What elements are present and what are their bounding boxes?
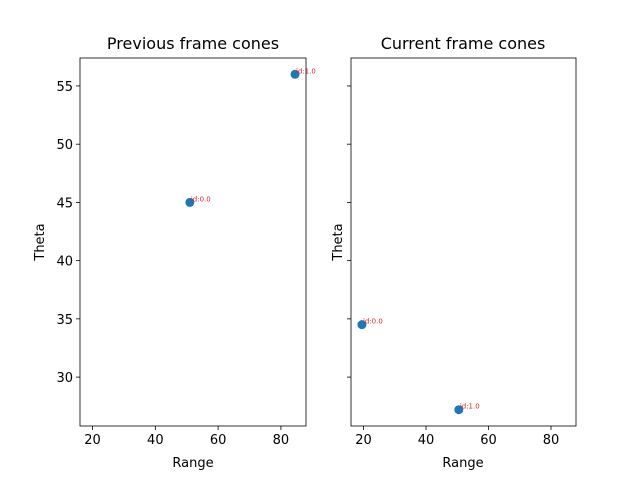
y-axis-label: Theta: [331, 223, 346, 261]
x-axis-label: Range: [442, 456, 483, 471]
x-tick-label: 80: [543, 433, 560, 448]
y-tick-label: 30: [56, 371, 73, 386]
plot-area-frame: [350, 57, 577, 427]
x-tick-label: 60: [480, 433, 497, 448]
x-tick-label: 40: [418, 433, 435, 448]
x-tick-label: 80: [273, 433, 290, 448]
scatter-point: [290, 69, 300, 79]
subplot-title: Current frame cones: [381, 34, 546, 53]
y-tick-label: 35: [56, 313, 73, 328]
y-tick-label: 40: [56, 255, 73, 270]
subplot-previous-frame: Previous frame cones Range Theta 20 40 60 8…: [33, 34, 316, 471]
x-ticks: 20 40 60 80: [355, 426, 559, 448]
y-tick-label: 45: [56, 196, 73, 211]
scatter-point: [357, 320, 367, 330]
subplot-title: Previous frame cones: [107, 34, 279, 53]
point-label: id:1.0: [460, 403, 480, 411]
x-ticks: 20 40 60 80: [84, 426, 289, 448]
y-ticks: [347, 85, 351, 378]
scatter-point: [185, 197, 195, 207]
x-tick-label: 40: [147, 433, 164, 448]
point-label: id:0.0: [191, 195, 211, 203]
scatter-point: [454, 405, 464, 415]
x-axis-label: Range: [172, 456, 213, 471]
y-axis-label: Theta: [33, 223, 48, 261]
point-label: id:0.0: [363, 318, 383, 326]
y-ticks: 30 35 40 45 50 55: [56, 80, 80, 386]
x-tick-label: 60: [210, 433, 227, 448]
data-points: id:0.0 id:1.0: [357, 318, 480, 415]
x-tick-label: 20: [355, 433, 372, 448]
plot-area-frame: [79, 57, 307, 427]
subplot-current-frame: Current frame cones Range Theta 20 40 60 80…: [331, 34, 577, 471]
y-tick-label: 55: [56, 80, 73, 95]
x-tick-label: 20: [84, 433, 101, 448]
y-tick-label: 50: [56, 138, 73, 153]
